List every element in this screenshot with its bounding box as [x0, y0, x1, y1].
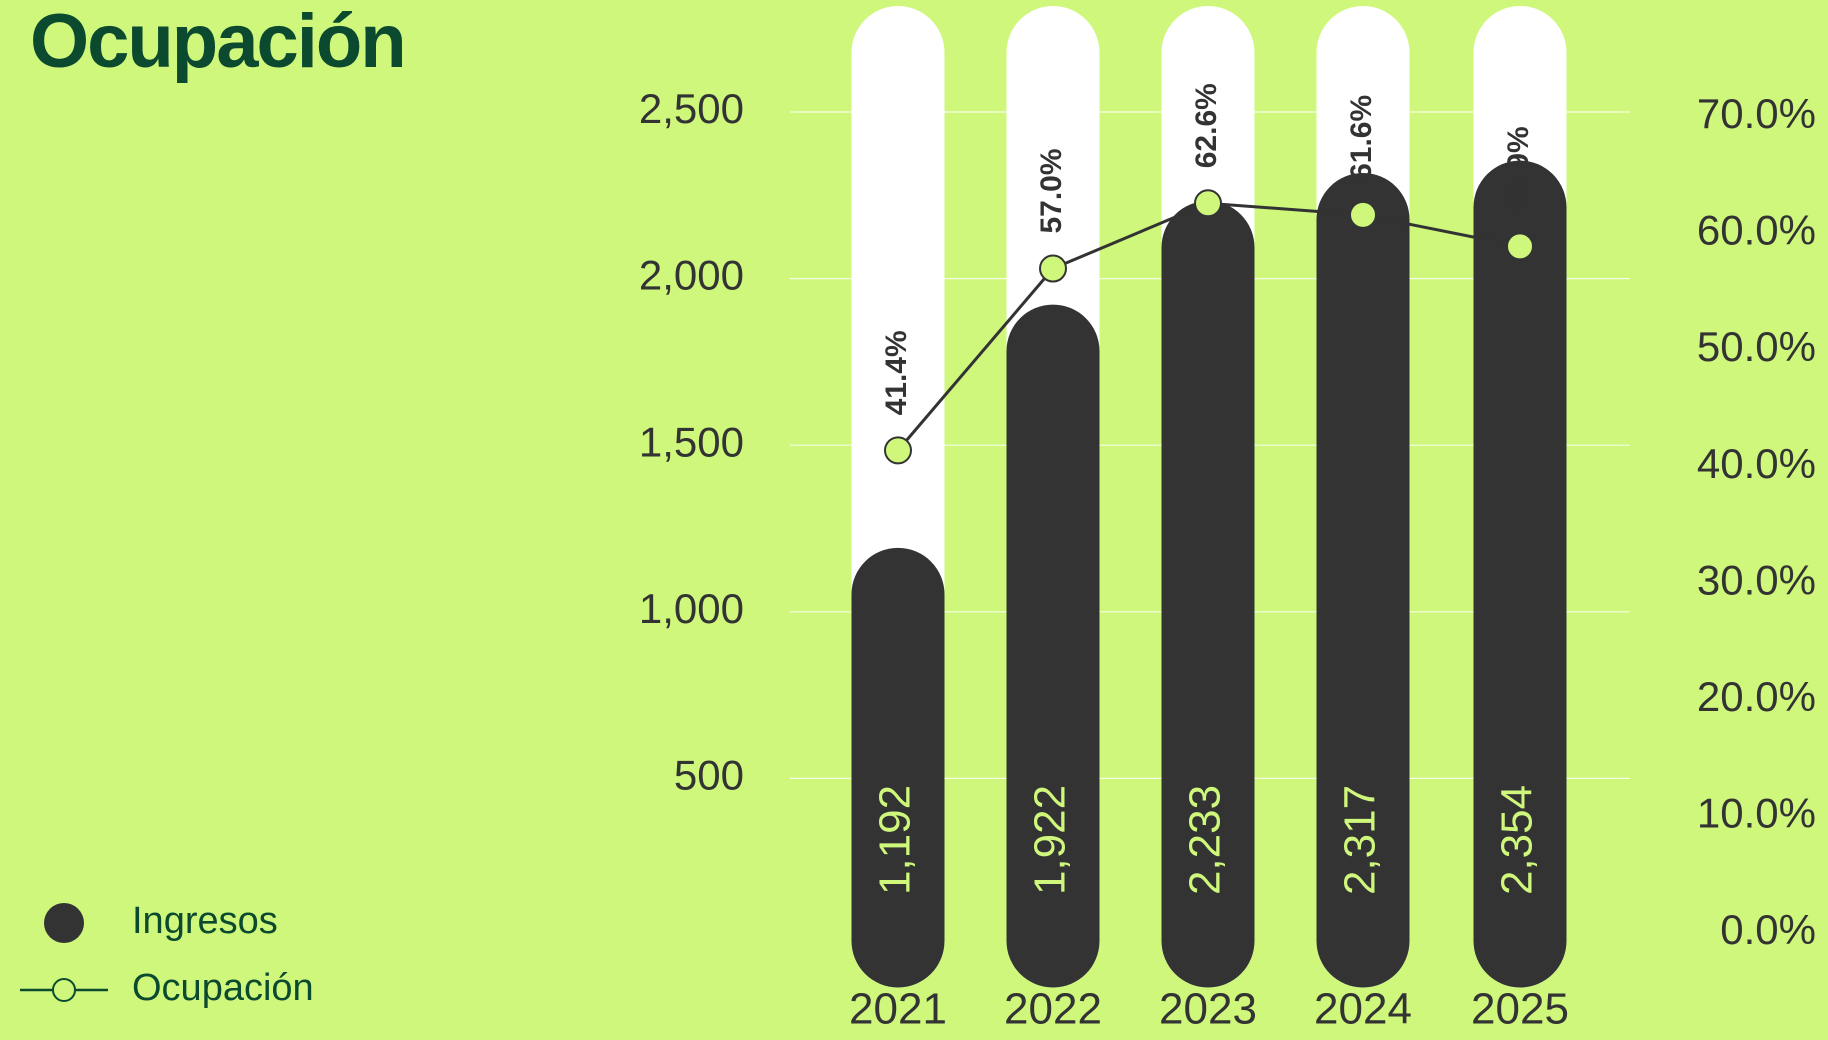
line-point [884, 436, 912, 465]
y-tick-label: 1,500 [639, 418, 744, 465]
y2-tick-label: 60.0% [1697, 207, 1816, 254]
y-tick-label: 500 [674, 751, 744, 798]
y2-tick-label: 10.0% [1697, 790, 1816, 837]
bar [1473, 160, 1567, 988]
legend-swatch [52, 978, 76, 1002]
legend-label: Ingresos [132, 900, 278, 942]
bar-value-label: 2,354 [1493, 785, 1542, 895]
x-tick-label: 2023 [1159, 985, 1257, 1034]
line-value-label: 58.9% [1502, 126, 1535, 211]
legend-swatch [44, 903, 84, 943]
line-value-label: 57.0% [1035, 148, 1068, 233]
bar [1161, 200, 1255, 988]
y2-tick-label: 40.0% [1697, 440, 1816, 487]
bar [1316, 172, 1410, 988]
x-tick-label: 2022 [1004, 985, 1102, 1034]
bar-value-label: 1,922 [1026, 785, 1075, 895]
bar [851, 547, 945, 988]
x-tick-label: 2025 [1471, 985, 1569, 1034]
legend-label: Ocupación [132, 967, 314, 1009]
y2-tick-label: 50.0% [1697, 323, 1816, 370]
y-tick-label: 1,000 [639, 585, 744, 632]
y2-tick-label: 70.0% [1697, 90, 1816, 137]
y-tick-label: 2,000 [639, 252, 744, 299]
chart-title: Ocupación [30, 0, 405, 84]
y2-tick-label: 30.0% [1697, 556, 1816, 603]
bar [1006, 304, 1100, 988]
line-value-label: 61.6% [1345, 95, 1378, 180]
bar-value-label: 1,192 [871, 785, 920, 895]
line-value-label: 62.6% [1190, 83, 1223, 168]
bar-value-label: 2,317 [1336, 785, 1385, 895]
y2-tick-label: 0.0% [1720, 906, 1816, 953]
y2-tick-label: 20.0% [1697, 673, 1816, 720]
line-point [1506, 232, 1534, 261]
bar-value-label: 2,233 [1181, 785, 1230, 895]
line-value-label: 41.4% [880, 330, 913, 415]
x-tick-label: 2021 [849, 985, 947, 1034]
line-point [1039, 254, 1067, 283]
x-tick-label: 2024 [1314, 985, 1412, 1034]
line-point [1194, 189, 1222, 218]
line-point [1349, 200, 1377, 229]
y-tick-label: 2,500 [639, 85, 744, 132]
